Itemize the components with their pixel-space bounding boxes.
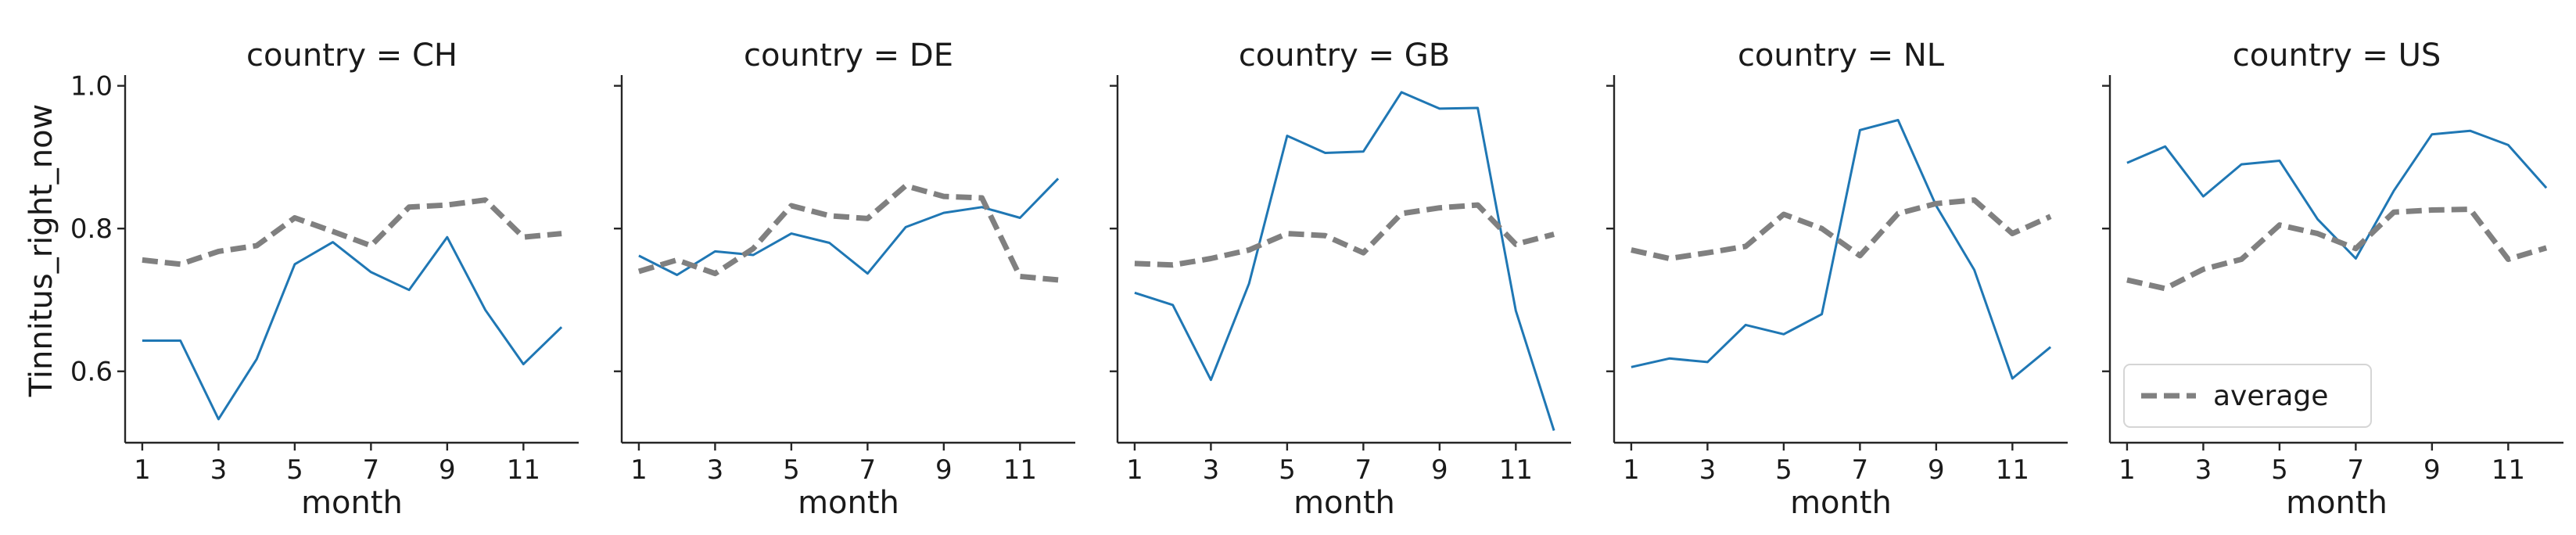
- x-tick-label: 1: [2119, 454, 2136, 486]
- legend: average: [2123, 364, 2372, 428]
- x-tick-label: 5: [2271, 454, 2288, 486]
- panel-title: country = US: [2233, 38, 2441, 74]
- x-tick-label: 3: [1203, 454, 1220, 486]
- x-tick-label: 9: [935, 454, 953, 486]
- x-tick-label: 11: [2492, 454, 2525, 486]
- country-series-line: [142, 235, 563, 421]
- x-axis-label: month: [1293, 485, 1395, 521]
- x-tick-label: 9: [439, 454, 456, 486]
- country-series-line: [1631, 119, 2052, 380]
- x-tick-label: 7: [1355, 454, 1372, 486]
- x-tick-label: 7: [2348, 454, 2365, 486]
- x-tick-label: 3: [210, 454, 228, 486]
- x-tick-label: 3: [707, 454, 724, 486]
- x-axis-label: month: [301, 485, 403, 521]
- panel-gb: country = GB 1 3 5 7 9 11 month: [1110, 38, 1571, 521]
- x-tick-label: 5: [783, 454, 800, 486]
- x-axis-label: month: [798, 485, 899, 521]
- panel-ch: country = CH 0.6 0.8 1.0 1 3 5 7 9 11 month: [70, 38, 579, 521]
- x-tick-label: 11: [1499, 454, 1533, 486]
- x-tick-label: 1: [134, 454, 151, 486]
- x-tick-label: 1: [1126, 454, 1143, 486]
- x-tick-label: 11: [507, 454, 540, 486]
- country-series-line: [1134, 91, 1555, 431]
- average-series-line: [1134, 202, 1555, 268]
- country-series-line: [638, 178, 1060, 276]
- y-tick-label: 0.8: [70, 214, 113, 245]
- x-tick-label: 7: [1852, 454, 1869, 486]
- x-axis-label: month: [2286, 485, 2388, 521]
- panel-nl: country = NL 1 3 5 7 9 11 month: [1606, 38, 2068, 521]
- panel-title: country = DE: [744, 38, 953, 74]
- x-tick-label: 1: [1623, 454, 1640, 486]
- x-tick-label: 5: [1279, 454, 1296, 486]
- average-series-line: [637, 183, 1059, 283]
- x-tick-label: 3: [1699, 454, 1717, 486]
- y-tick-label: 1.0: [70, 71, 113, 102]
- x-tick-label: 7: [363, 454, 380, 486]
- average-series-line: [142, 197, 562, 268]
- x-tick-label: 5: [286, 454, 303, 486]
- x-tick-label: 9: [1928, 454, 1945, 486]
- panel-de: country = DE 1 3 5 7 9 11 month: [614, 38, 1075, 521]
- average-series-line: [2126, 206, 2548, 292]
- average-series-line: [1631, 197, 2052, 261]
- panel-us: country = US 1 3 5 7 9 11 month average: [2102, 38, 2563, 521]
- x-tick-label: 9: [1431, 454, 1448, 486]
- x-axis-label: month: [1790, 485, 1892, 521]
- y-axis-label: Tinnitus_right_now: [23, 104, 59, 398]
- panel-title: country = GB: [1239, 38, 1450, 74]
- x-tick-label: 7: [859, 454, 877, 486]
- x-tick-label: 5: [1775, 454, 1792, 486]
- legend-average-label: average: [2213, 380, 2328, 412]
- panel-title: country = NL: [1738, 38, 1945, 74]
- legend-box: [2123, 364, 2372, 428]
- x-tick-label: 11: [1996, 454, 2029, 486]
- x-tick-label: 1: [630, 454, 648, 486]
- facet-panels: country = CH0.60.81.01 3 5 7 9 11monthcountry…: [70, 38, 2563, 521]
- y-tick-label: 0.6: [70, 357, 113, 388]
- x-tick-label: 11: [1003, 454, 1037, 486]
- x-tick-label: 3: [2195, 454, 2212, 486]
- panel-title: country = CH: [246, 38, 457, 74]
- x-tick-label: 9: [2424, 454, 2441, 486]
